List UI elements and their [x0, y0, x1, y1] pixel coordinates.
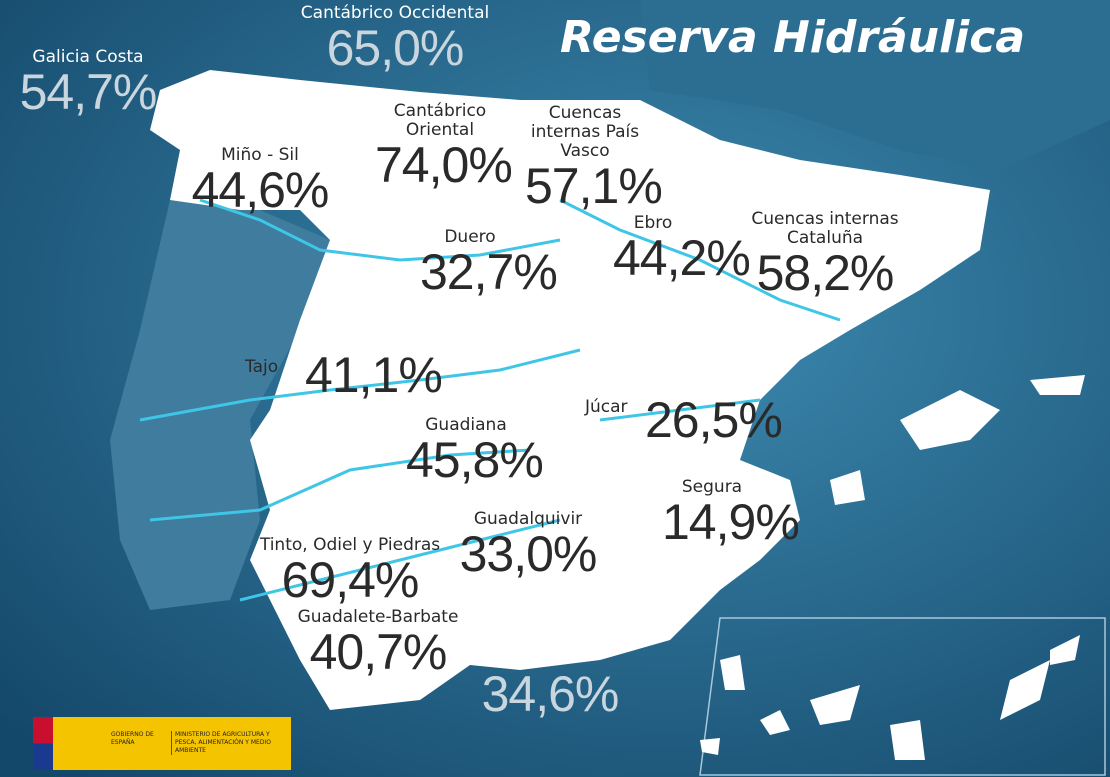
basin-name: Guadalete-Barbate [297, 607, 459, 627]
balearic-islands [830, 375, 1085, 505]
basin-percent: 40,7% [309, 624, 448, 680]
basin-name: Guadiana [425, 415, 507, 435]
canary-inset [699, 617, 1106, 776]
basin-percent: 74,0% [375, 137, 513, 193]
basin-percent: 54,7% [19, 64, 158, 120]
basin-name: Ebro [633, 213, 673, 233]
basin-name: Cuencas internas País Vasco [530, 103, 640, 161]
logo: GOBIERNO DE ESPAÑA MINISTERIO DE AGRICUL… [33, 717, 291, 770]
basin-percent: 14,9% [662, 494, 800, 550]
flag-stripe [33, 717, 53, 770]
basin-percent: 33,0% [459, 526, 598, 582]
ministry: MINISTERIO DE AGRICULTURA Y PESCA, ALIME… [171, 731, 293, 755]
basin-percent: 34,6% [481, 666, 620, 722]
basin-label: Cantábrico Oriental 74,0% [375, 101, 513, 193]
basin-name: Miño - Sil [221, 145, 299, 165]
basin-label: Tajo 41,1% [245, 350, 505, 400]
basin-name: Galicia Costa [32, 47, 144, 67]
government: GOBIERNO DE ESPAÑA [111, 731, 154, 746]
basin-label: Ebro 44,2% [613, 213, 751, 286]
basin-name: Cantábrico Occidental [300, 3, 490, 23]
basin-label: Tinto, Odiel y Piedras 69,4% [235, 535, 465, 608]
basin-name: Cuencas internas Cataluña [751, 209, 899, 248]
basin-percent: 44,6% [191, 162, 330, 218]
basin-label: Guadalete-Barbate 40,7% [278, 607, 478, 680]
spain [150, 70, 990, 710]
basin-label: Júcar 26,5% [585, 392, 815, 448]
basin-name: Duero [444, 227, 496, 247]
basin-label: Miño - Sil 44,6% [190, 145, 330, 218]
basin-label: Cuencas internas Cataluña 58,2% [730, 209, 920, 301]
basin-label: Duero 32,7% [420, 227, 558, 300]
basin-percent: 32,7% [420, 244, 558, 300]
basin-percent: 45,8% [406, 432, 544, 488]
basin-percent: 26,5% [645, 392, 783, 448]
basin-label: Cuenca Mediterránea Andaluza 34,6% [480, 603, 620, 722]
basin-percent: 69,4% [281, 552, 420, 608]
france [640, 0, 1110, 170]
basin-name: Júcar [585, 397, 628, 417]
basin-name: Segura [681, 477, 743, 497]
basin-name: Cuenca Mediterránea Andaluza [493, 603, 607, 661]
basin-name: Guadalquivir [473, 509, 583, 529]
basin-name: Tinto, Odiel y Piedras [259, 535, 441, 555]
basin-name: Cantábrico Oriental [393, 101, 487, 140]
basin-label: Cantábrico Occidental 65,0% [265, 3, 525, 76]
basin-name: Tajo [245, 357, 279, 377]
basin-percent: 58,2% [756, 245, 895, 301]
basin-label: Guadiana 45,8% [406, 415, 544, 488]
title: Reserva Hidráulica [560, 12, 1026, 63]
basin-label: Cuencas internas País Vasco 57,1% [525, 103, 663, 214]
basin-percent: 41,1% [305, 347, 443, 403]
rivers [139, 198, 841, 602]
basin-label: Guadalquivir 33,0% [448, 509, 608, 582]
basin-percent: 44,2% [613, 230, 751, 286]
basin-percent: 57,1% [525, 158, 663, 214]
basin-label: Segura 14,9% [662, 477, 800, 550]
basin-label: Galicia Costa 54,7% [0, 47, 188, 120]
basin-percent: 65,0% [326, 20, 465, 76]
